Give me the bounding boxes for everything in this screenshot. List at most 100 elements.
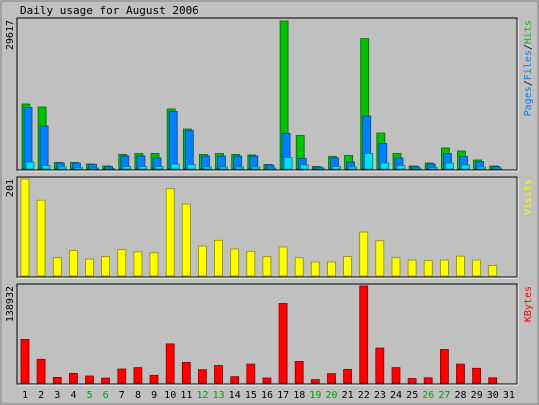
bar-kbytes-day-9 — [149, 374, 159, 384]
x-tick-label: 20 — [325, 390, 337, 401]
bar-visits-day-13 — [214, 239, 223, 277]
x-tick-label: 14 — [229, 390, 241, 401]
x-tick-label: 30 — [487, 390, 499, 401]
bar-pages-day-14 — [235, 166, 245, 170]
bar-kbytes-day-11 — [181, 361, 191, 384]
bar-pages-day-16 — [267, 167, 277, 170]
x-axis-labels: 1 2 3 4 5 6 7 8 9 10 11 12 13 14 15 16 17 18 19 20 21 22 23 24 2… — [22, 390, 515, 401]
legend-entry: / — [523, 44, 534, 50]
panel-visits: 201 Visits — [5, 176, 534, 279]
x-tick-label: 7 — [119, 390, 125, 401]
bar-visits-day-17 — [278, 246, 288, 277]
x-tick-label: 8 — [135, 390, 141, 401]
bar-visits-day-10 — [165, 188, 175, 277]
bar-kbytes-day-17 — [278, 302, 288, 384]
bar-kbytes-day-13 — [214, 365, 223, 384]
bar-kbytes-day-8 — [133, 367, 143, 384]
bar-pages-day-23 — [380, 162, 390, 170]
bar-kbytes-day-24 — [391, 367, 401, 384]
bar-visits-day-20 — [327, 261, 336, 277]
bar-kbytes-day-2 — [36, 358, 46, 384]
bar-files-day-1 — [23, 107, 33, 170]
bar-pages-day-1 — [25, 161, 35, 170]
legend-visits: Visits — [523, 179, 534, 215]
legend-entry: Files — [523, 50, 534, 80]
bar-pages-day-30 — [493, 167, 503, 170]
bar-visits-day-23 — [375, 240, 385, 277]
bar-files-day-10 — [168, 111, 178, 170]
x-tick-label: 5 — [87, 390, 93, 401]
legend-entry: Pages — [523, 86, 534, 116]
bar-pages-day-15 — [251, 166, 261, 170]
bar-pages-day-22 — [364, 153, 374, 170]
bar-pages-day-20 — [332, 166, 341, 170]
x-tick-label: 9 — [151, 390, 157, 401]
bar-kbytes-day-27 — [439, 349, 449, 384]
legend-entry: KBytes — [523, 286, 534, 322]
bar-pages-day-2 — [41, 165, 51, 170]
bar-kbytes-day-29 — [472, 367, 482, 384]
legend-entry: / — [523, 80, 534, 86]
x-tick-label: 4 — [70, 390, 76, 401]
bar-pages-day-24 — [396, 165, 406, 170]
bar-kbytes-day-3 — [52, 376, 62, 384]
x-tick-label: 18 — [293, 390, 305, 401]
bar-visits-day-15 — [246, 250, 256, 277]
bar-kbytes-day-4 — [69, 372, 78, 384]
bar-visits-day-16 — [262, 256, 272, 277]
bar-files-day-2 — [39, 125, 49, 170]
bar-pages-day-13 — [219, 166, 228, 170]
bar-pages-day-19 — [315, 167, 325, 170]
bar-visits-day-24 — [391, 257, 401, 277]
bar-pages-day-8 — [138, 166, 148, 170]
bar-pages-day-29 — [477, 166, 487, 170]
bar-kbytes-day-10 — [165, 343, 175, 384]
bar-visits-day-6 — [101, 256, 110, 277]
legend-kbytes: KBytes — [523, 286, 534, 322]
x-tick-label: 3 — [54, 390, 60, 401]
x-tick-label: 2 — [38, 390, 44, 401]
legend-entry: Hits — [523, 20, 534, 44]
bar-pages-day-7 — [122, 166, 132, 170]
bar-visits-day-7 — [117, 249, 127, 277]
bar-visits-day-26 — [423, 260, 433, 277]
bar-files-day-11 — [184, 130, 194, 170]
bar-kbytes-day-1 — [20, 338, 30, 384]
bar-kbytes-day-26 — [423, 377, 433, 384]
bar-pages-day-11 — [186, 164, 196, 170]
bar-pages-day-4 — [74, 167, 83, 170]
bar-kbytes-day-18 — [294, 360, 304, 384]
bar-visits-day-5 — [85, 258, 94, 277]
x-tick-label: 25 — [406, 390, 418, 401]
x-tick-label: 16 — [261, 390, 273, 401]
bar-kbytes-day-12 — [197, 369, 207, 384]
bar-visits-day-25 — [407, 259, 417, 277]
bar-pages-day-3 — [57, 166, 67, 170]
legend-entry: Visits — [523, 179, 534, 215]
bar-kbytes-day-7 — [117, 368, 127, 384]
bar-pages-day-27 — [444, 162, 454, 170]
bar-pages-day-28 — [461, 164, 470, 170]
bar-visits-day-21 — [343, 256, 353, 277]
bar-pages-day-6 — [106, 168, 115, 170]
bar-kbytes-day-19 — [310, 379, 320, 384]
bar-visits-day-8 — [133, 251, 143, 277]
x-tick-label: 27 — [438, 390, 450, 401]
bar-visits-day-1 — [20, 178, 30, 277]
bar-kbytes-day-21 — [343, 368, 353, 384]
bar-visits-day-11 — [181, 203, 191, 277]
bar-pages-day-5 — [90, 167, 99, 170]
x-tick-label: 29 — [471, 390, 483, 401]
x-tick-label: 24 — [390, 390, 402, 401]
bar-kbytes-day-25 — [407, 378, 417, 384]
bar-pages-day-21 — [348, 166, 358, 170]
bar-kbytes-day-5 — [85, 375, 94, 384]
bar-visits-day-22 — [359, 231, 369, 277]
bar-pages-day-25 — [412, 167, 422, 170]
x-tick-label: 21 — [342, 390, 354, 401]
bar-kbytes-day-22 — [359, 285, 369, 384]
bar-kbytes-day-23 — [375, 347, 385, 384]
x-tick-label: 28 — [454, 390, 466, 401]
